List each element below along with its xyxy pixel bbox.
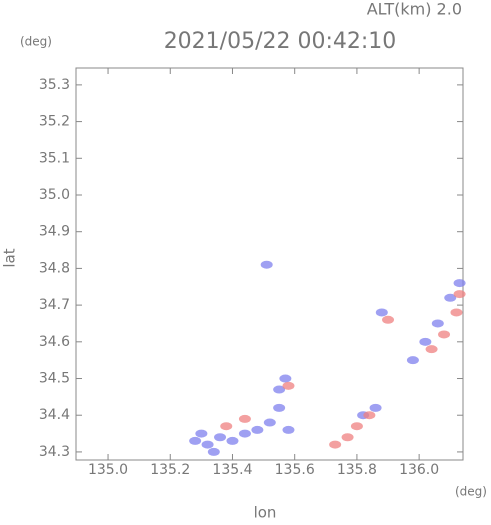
echo-point [282,425,295,434]
y-tick-label: 35.1 [39,150,70,166]
echo-point [450,308,463,317]
y-unit: (deg) [20,35,52,49]
echo-point [279,374,292,383]
echo-point [363,411,376,420]
echo-point [214,433,227,442]
y-tick-label: 34.7 [39,297,70,313]
y-tick-label: 34.4 [39,407,70,423]
x-tick-label: 135.0 [88,462,128,478]
echo-point [207,447,220,456]
echo-point [341,433,354,442]
echo-point [382,315,395,324]
plot-frame [75,67,464,461]
x-unit: (deg) [455,485,487,499]
x-tick-label: 135.8 [337,462,377,478]
echo-point [453,290,466,299]
x-axis-label: lon [254,504,277,522]
echo-point [189,436,202,445]
echo-point [273,385,286,394]
echo-point [251,425,264,434]
echo-point [375,308,388,317]
y-tick-label: 34.5 [39,371,70,387]
echo-point [369,403,382,412]
y-tick-label: 34.9 [39,224,70,240]
y-tick-label: 34.3 [39,444,70,460]
echo-point [329,440,342,449]
x-tick-label: 136.0 [399,462,439,478]
echo-point [263,418,276,427]
echo-point [226,436,239,445]
echo-point [201,440,214,449]
echo-point [282,381,295,390]
echo-point [260,260,273,269]
echo-point [419,337,432,346]
echo-point [431,319,444,328]
x-tick-label: 135.6 [275,462,315,478]
y-tick-label: 35.3 [39,77,70,93]
echo-point [453,279,466,288]
echo-point [238,414,251,423]
echo-point [444,293,457,302]
y-tick-label: 35.0 [39,187,70,203]
y-tick-label: 34.6 [39,334,70,350]
chart-title: 2021/05/22 00:42:10 [164,29,397,54]
echo-point [220,422,233,431]
echo-point [350,422,363,431]
echo-point [438,330,451,339]
echo-point [238,429,251,438]
y-axis-label: lat [1,248,19,267]
echo-point [406,356,419,365]
y-tick-label: 35.2 [39,114,70,130]
echo-point [425,345,438,354]
echo-point [195,429,208,438]
x-tick-label: 135.2 [150,462,190,478]
altitude: ALT(km) 2.0 [367,0,462,19]
y-tick-label: 34.8 [39,260,70,276]
echo-point [273,403,286,412]
x-tick-label: 135.4 [212,462,252,478]
